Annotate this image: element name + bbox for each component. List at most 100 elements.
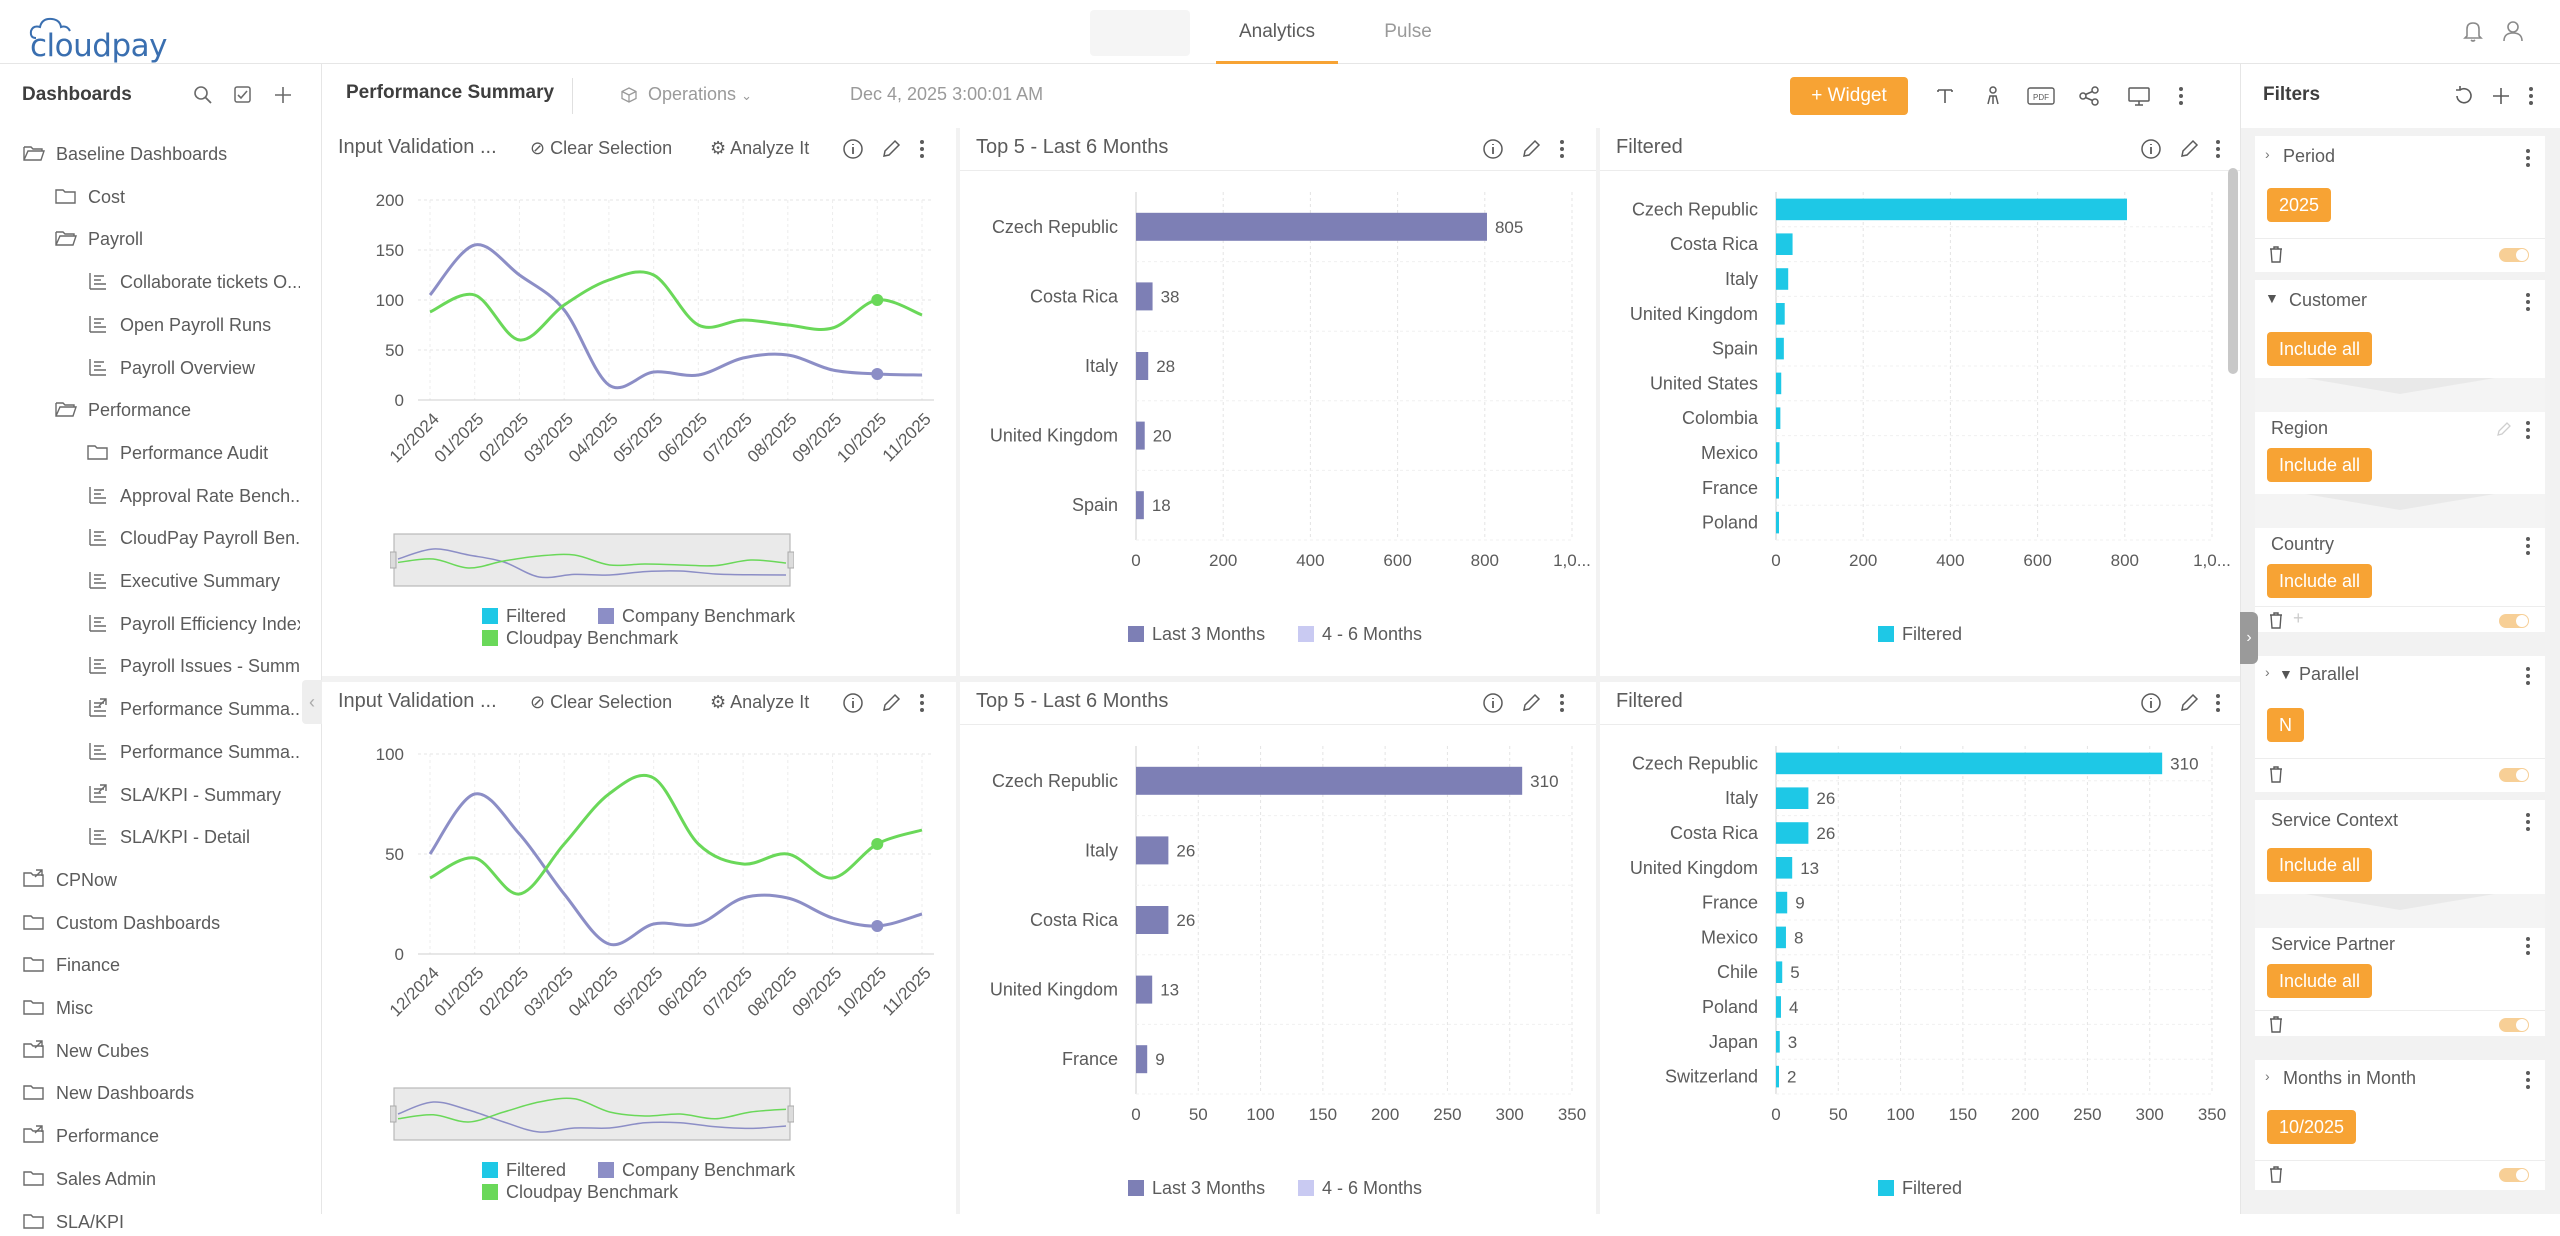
chevron-right-icon[interactable]: › xyxy=(2265,664,2270,680)
more-icon[interactable] xyxy=(2523,934,2533,958)
legend-item-last-3-months[interactable]: Last 3 Months xyxy=(1128,624,1265,645)
bar[interactable] xyxy=(1776,198,2127,221)
range-navigator[interactable] xyxy=(390,530,794,590)
bar[interactable] xyxy=(1776,268,1789,290)
data-point[interactable] xyxy=(871,838,884,850)
bar[interactable] xyxy=(1776,442,1780,464)
filter-value-pill[interactable]: Include all xyxy=(2267,964,2373,998)
analyze-it-button[interactable]: ⚙ Analyze It xyxy=(710,138,809,162)
collapse-filters-handle[interactable]: › xyxy=(2240,612,2258,664)
navigator-handle-right[interactable] xyxy=(787,1105,794,1123)
sidebar-item[interactable]: Performance xyxy=(54,396,300,424)
series-line[interactable] xyxy=(429,773,923,896)
bar[interactable] xyxy=(1776,926,1786,949)
edit-icon[interactable] xyxy=(1518,136,1544,162)
bar-chart[interactable]: 0 50 100 150 200 250 300 350 Czech Republic 310 It… xyxy=(1600,726,2240,1146)
edit-icon[interactable] xyxy=(878,690,904,716)
more-icon[interactable] xyxy=(2523,1068,2533,1092)
bar[interactable] xyxy=(1776,1031,1780,1053)
sidebar-item[interactable]: Collaborate tickets O... xyxy=(86,268,300,296)
edit-icon[interactable] xyxy=(2176,136,2202,162)
more-icon[interactable] xyxy=(2523,418,2533,442)
bell-icon[interactable] xyxy=(2458,16,2488,46)
pdf-icon[interactable]: PDF xyxy=(2026,84,2056,108)
add-icon[interactable]: + xyxy=(2293,608,2304,628)
share-icon[interactable] xyxy=(2076,84,2102,108)
sidebar-item[interactable]: Cost xyxy=(54,183,300,211)
filter-toggle[interactable] xyxy=(2499,1168,2529,1182)
canvas-scrollbar[interactable] xyxy=(2228,168,2238,374)
legend-item-4-6-months[interactable]: 4 - 6 Months xyxy=(1298,624,1422,645)
bar[interactable] xyxy=(1136,766,1523,795)
edit-icon[interactable] xyxy=(2495,420,2513,438)
series-line[interactable] xyxy=(429,270,923,342)
edit-icon[interactable] xyxy=(1518,690,1544,716)
more-icon[interactable] xyxy=(2523,810,2533,834)
bar[interactable] xyxy=(1136,975,1153,1004)
add-icon[interactable] xyxy=(272,84,294,106)
sidebar-item[interactable]: SLA/KPI - Detail xyxy=(86,823,300,851)
filter-value-pill[interactable]: Include all xyxy=(2267,332,2373,366)
trash-icon[interactable] xyxy=(2267,244,2285,264)
sidebar-item[interactable]: Payroll Overview xyxy=(86,354,300,382)
info-icon[interactable] xyxy=(840,690,866,716)
clear-selection-button[interactable]: ⊘ Clear Selection xyxy=(530,138,672,162)
info-icon[interactable] xyxy=(840,136,866,162)
trash-icon[interactable] xyxy=(2267,1164,2285,1184)
legend-item-company-benchmark[interactable]: Company Benchmark xyxy=(598,1160,795,1181)
more-icon[interactable] xyxy=(2523,534,2533,558)
sidebar-item[interactable]: New Dashboards xyxy=(22,1079,300,1107)
bar[interactable] xyxy=(1136,1045,1148,1074)
datasource-selector[interactable]: Operations ⌄ xyxy=(648,84,752,105)
bar-chart[interactable]: 0 200 400 600 800 1,0... Czech Republic 805 Cost… xyxy=(960,172,1596,592)
sidebar-item[interactable]: CPNow xyxy=(22,866,300,894)
sidebar-item[interactable]: SLA/KPI - Summary xyxy=(86,781,300,809)
chevron-right-icon[interactable]: › xyxy=(2265,146,2270,162)
tab-pulse[interactable]: Pulse xyxy=(1384,21,1432,42)
bar[interactable] xyxy=(1776,372,1782,395)
more-icon[interactable] xyxy=(2212,136,2224,162)
trash-icon[interactable] xyxy=(2267,610,2285,630)
more-icon[interactable] xyxy=(2174,84,2188,108)
legend-item-last-3-months[interactable]: Last 3 Months xyxy=(1128,1178,1265,1199)
trash-icon[interactable] xyxy=(2267,1014,2285,1034)
more-icon[interactable] xyxy=(2523,290,2533,314)
bar-chart[interactable]: 0 50 100 150 200 250 300 350 Czech Republic 310 It… xyxy=(960,726,1596,1146)
sidebar-item[interactable]: Approval Rate Bench... xyxy=(86,482,300,510)
navigator-handle-left[interactable] xyxy=(390,1105,397,1123)
filter-toggle[interactable] xyxy=(2499,614,2529,628)
user-icon[interactable] xyxy=(2498,16,2528,46)
sidebar-item[interactable]: CloudPay Payroll Ben... xyxy=(86,524,300,552)
reset-icon[interactable] xyxy=(2451,84,2475,108)
legend-item-cloudpay-benchmark[interactable]: Cloudpay Benchmark xyxy=(482,1182,678,1203)
bar[interactable] xyxy=(1776,407,1781,429)
filter-toggle[interactable] xyxy=(2499,1018,2529,1032)
legend-item-company-benchmark[interactable]: Company Benchmark xyxy=(598,606,795,627)
hidden-tab[interactable] xyxy=(1090,10,1190,56)
sidebar-item[interactable]: Payroll Issues - Summ... xyxy=(86,652,300,680)
filter-value-pill[interactable]: Include all xyxy=(2267,564,2373,598)
sidebar-item[interactable]: Payroll xyxy=(54,225,300,253)
bar[interactable] xyxy=(1776,857,1793,879)
analyze-it-button[interactable]: ⚙ Analyze It xyxy=(710,692,809,716)
search-icon[interactable] xyxy=(192,84,214,106)
sidebar-item[interactable]: Finance xyxy=(22,951,300,979)
bar[interactable] xyxy=(1776,477,1779,499)
filter-value-pill[interactable]: Include all xyxy=(2267,448,2373,482)
sidebar-item[interactable]: Misc xyxy=(22,994,300,1022)
navigator-handle-left[interactable] xyxy=(390,551,397,569)
legend-item-filtered[interactable]: Filtered xyxy=(1878,1178,1962,1199)
cloudpay-logo[interactable]: cloudpay xyxy=(28,14,167,64)
edit-icon[interactable] xyxy=(2176,690,2202,716)
sidebar-item[interactable]: Open Payroll Runs xyxy=(86,311,300,339)
series-line[interactable] xyxy=(428,792,923,947)
line-chart[interactable]: 05010015020012/202401/202502/202503/2025… xyxy=(322,172,956,532)
bar[interactable] xyxy=(1136,836,1169,865)
more-icon[interactable] xyxy=(1556,136,1568,162)
sidebar-item[interactable]: Performance Summa... xyxy=(86,695,300,723)
monitor-icon[interactable] xyxy=(2126,84,2152,108)
legend-item-cloudpay-benchmark[interactable]: Cloudpay Benchmark xyxy=(482,628,678,649)
add-widget-button[interactable]: + Widget xyxy=(1790,77,1908,115)
filter-value-pill[interactable]: Include all xyxy=(2267,848,2373,882)
collapse-sidebar-handle[interactable]: ‹ xyxy=(302,680,322,724)
